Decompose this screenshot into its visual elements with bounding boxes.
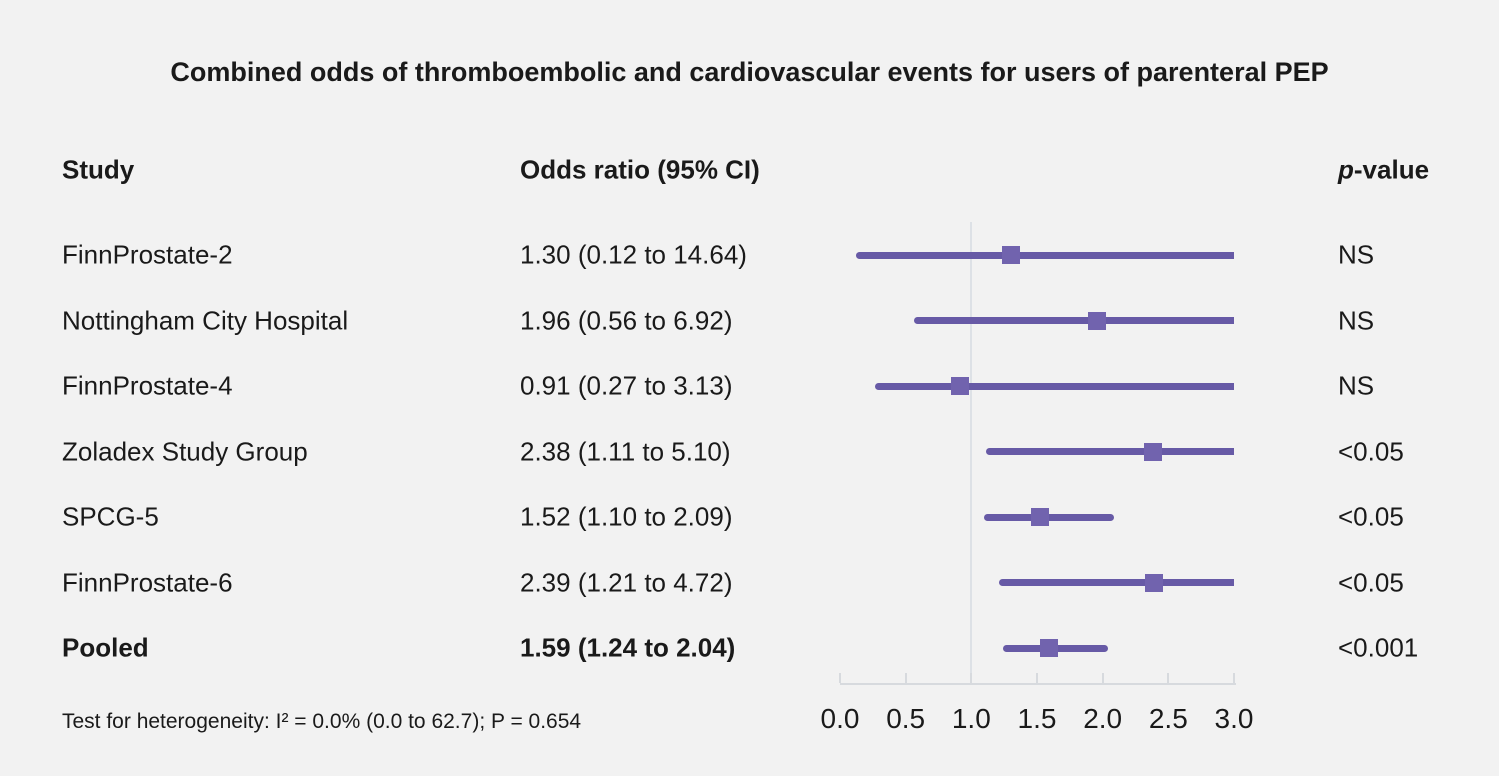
axis-tick-label: 0.0 [820, 703, 860, 734]
axis-tick-label: 0.5 [886, 703, 926, 734]
pvalue-header-rest: -value [1353, 154, 1430, 185]
odds-ratio-value: 2.38 (1.11 to 5.10) [520, 436, 731, 466]
ci-line [985, 448, 1234, 455]
study-name: FinnProstate-6 [62, 567, 233, 597]
ci-line [855, 251, 1234, 259]
axis-tick [1167, 673, 1170, 683]
axis-tick [1035, 673, 1038, 683]
study-name: Nottingham City Hospital [62, 305, 349, 335]
axis-tick-label: 2.0 [1083, 703, 1123, 734]
p-value: <0.05 [1338, 567, 1404, 597]
or-marker [950, 377, 969, 395]
column-header-pvalue: p-value [1338, 155, 1429, 186]
p-value: <0.001 [1338, 632, 1419, 663]
odds-ratio-value: 1.30 (0.12 to 14.64) [520, 239, 747, 270]
heterogeneity-note: Test for heterogeneity: I² = 0.0% (0.0 t… [62, 710, 582, 733]
p-value: <0.05 [1338, 501, 1404, 532]
axis-tick [970, 673, 973, 683]
or-marker [1143, 442, 1162, 461]
study-name: Pooled [62, 632, 149, 663]
ci-line [984, 513, 1115, 521]
odds-ratio-value: 1.96 (0.56 to 6.92) [520, 305, 733, 335]
study-name: FinnProstate-2 [62, 239, 233, 270]
axis-tick [839, 673, 841, 683]
odds-ratio-value: 1.59 (1.24 to 2.04) [520, 632, 736, 663]
reference-line [970, 222, 973, 683]
study-name: SPCG-5 [62, 501, 159, 532]
ci-line [913, 317, 1234, 324]
or-marker [1144, 573, 1163, 592]
axis-tick [904, 673, 907, 683]
axis-tick-label: 2.5 [1148, 703, 1188, 734]
p-value: NS [1338, 305, 1375, 335]
or-marker [1088, 311, 1107, 330]
odds-ratio-value: 1.52 (1.10 to 2.09) [520, 501, 733, 532]
or-marker [1030, 508, 1049, 526]
p-value: NS [1338, 370, 1375, 401]
axis-tick-label: 1.0 [951, 703, 991, 734]
study-name: FinnProstate-4 [62, 370, 233, 401]
column-header-odds-ratio: Odds ratio (95% CI) [520, 154, 760, 185]
p-value: <0.05 [1338, 436, 1404, 466]
axis-tick [1101, 673, 1104, 683]
chart-title: Combined odds of thromboembolic and card… [170, 57, 1329, 87]
or-marker [1039, 639, 1058, 657]
ci-line [998, 579, 1234, 586]
axis-tick [1232, 673, 1235, 683]
p-value: NS [1338, 239, 1375, 270]
study-name: Zoladex Study Group [62, 436, 308, 466]
or-marker [1001, 246, 1020, 264]
axis-tick-label: 1.5 [1017, 703, 1057, 734]
odds-ratio-value: 0.91 (0.27 to 3.13) [520, 370, 733, 401]
pvalue-header-p: p [1338, 154, 1354, 185]
column-header-study: Study [62, 154, 135, 185]
ci-line [875, 382, 1234, 390]
axis-tick-label: 3.0 [1214, 703, 1254, 734]
odds-ratio-value: 2.39 (1.21 to 4.72) [520, 567, 733, 597]
x-axis-line [840, 683, 1236, 685]
